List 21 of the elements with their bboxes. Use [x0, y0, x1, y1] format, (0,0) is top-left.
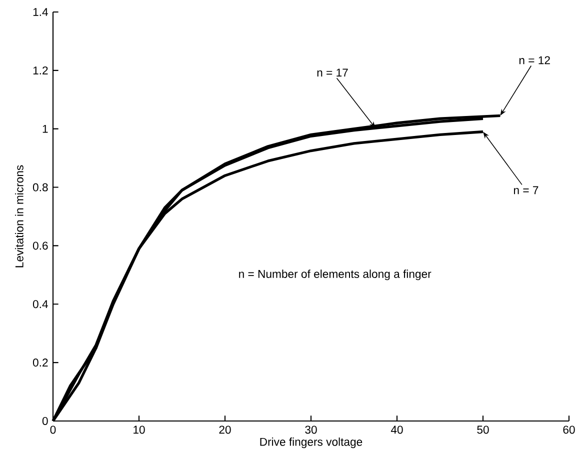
y-tick-label: 0.8 [32, 183, 48, 192]
x-tick-label: 60 [563, 426, 575, 434]
text: n = 12 [519, 56, 550, 64]
y-tick-label: 0 [42, 416, 48, 425]
y-tick-label: 0.6 [32, 242, 48, 250]
y-tick-label: 0.2 [32, 358, 48, 367]
x-axis-title: Drive fingers voltage [260, 438, 362, 448]
y-tick-label: 1 [42, 124, 48, 133]
y-tick-label: 1.2 [33, 66, 48, 74]
x-tick-label: 0 [50, 426, 56, 434]
annotation: n = Number of elements along a finger [239, 270, 432, 280]
text: n = 17 [317, 68, 348, 77]
y-tick-label: 1.4 [33, 8, 48, 16]
x-tick-label: 40 [390, 426, 403, 434]
x-tick-label: 30 [305, 426, 317, 434]
x-tick-label: 50 [477, 426, 489, 434]
text: n = 7 [514, 186, 538, 194]
x-tick-label: 10 [134, 426, 145, 434]
x-tick-label: 20 [219, 426, 231, 434]
y-axis-title: Levitation in microns [15, 165, 24, 268]
y-tick-label: 0.4 [32, 300, 48, 308]
